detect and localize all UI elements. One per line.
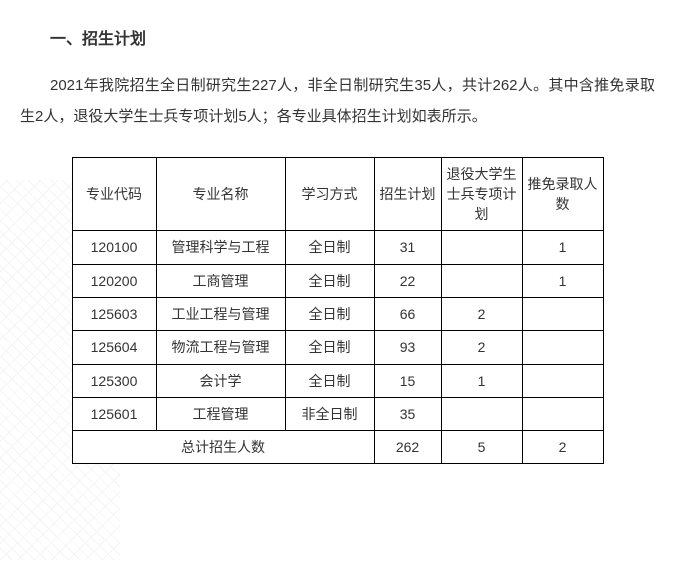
col-header-recommend: 推免录取人数 bbox=[522, 157, 603, 231]
document-content: 一、招生计划 2021年我院招生全日制研究生227人，非全日制研究生35人，共计… bbox=[0, 0, 675, 464]
cell-veteran: 2 bbox=[441, 331, 522, 364]
col-header-mode: 学习方式 bbox=[285, 157, 374, 231]
cell-name: 物流工程与管理 bbox=[156, 331, 285, 364]
cell-recommend bbox=[522, 297, 603, 330]
col-header-name: 专业名称 bbox=[156, 157, 285, 231]
total-veteran: 5 bbox=[441, 431, 522, 464]
cell-mode: 全日制 bbox=[285, 231, 374, 264]
cell-plan: 22 bbox=[374, 264, 441, 297]
cell-mode: 全日制 bbox=[285, 364, 374, 397]
cell-code: 120200 bbox=[72, 264, 156, 297]
cell-veteran bbox=[441, 231, 522, 264]
table-row: 120200 工商管理 全日制 22 1 bbox=[72, 264, 603, 297]
cell-plan: 93 bbox=[374, 331, 441, 364]
cell-mode: 全日制 bbox=[285, 331, 374, 364]
cell-recommend: 1 bbox=[522, 264, 603, 297]
cell-plan: 66 bbox=[374, 297, 441, 330]
cell-code: 125300 bbox=[72, 364, 156, 397]
cell-code: 125603 bbox=[72, 297, 156, 330]
cell-name: 会计学 bbox=[156, 364, 285, 397]
total-recommend: 2 bbox=[522, 431, 603, 464]
col-header-code: 专业代码 bbox=[72, 157, 156, 231]
cell-plan: 35 bbox=[374, 397, 441, 430]
cell-recommend: 1 bbox=[522, 231, 603, 264]
table-header-row: 专业代码 专业名称 学习方式 招生计划 退役大学生士兵专项计划 推免录取人数 bbox=[72, 157, 603, 231]
table-row: 120100 管理科学与工程 全日制 31 1 bbox=[72, 231, 603, 264]
cell-recommend bbox=[522, 364, 603, 397]
cell-plan: 31 bbox=[374, 231, 441, 264]
cell-veteran: 2 bbox=[441, 297, 522, 330]
cell-plan: 15 bbox=[374, 364, 441, 397]
col-header-veteran: 退役大学生士兵专项计划 bbox=[441, 157, 522, 231]
table-body: 120100 管理科学与工程 全日制 31 1 120200 工商管理 全日制 … bbox=[72, 231, 603, 464]
enrollment-table: 专业代码 专业名称 学习方式 招生计划 退役大学生士兵专项计划 推免录取人数 1… bbox=[72, 157, 604, 465]
cell-mode: 非全日制 bbox=[285, 397, 374, 430]
table-row: 125601 工程管理 非全日制 35 bbox=[72, 397, 603, 430]
section-heading: 一、招生计划 bbox=[50, 25, 655, 49]
total-plan: 262 bbox=[374, 431, 441, 464]
total-label: 总计招生人数 bbox=[72, 431, 374, 464]
cell-veteran bbox=[441, 397, 522, 430]
cell-mode: 全日制 bbox=[285, 264, 374, 297]
cell-code: 125604 bbox=[72, 331, 156, 364]
cell-code: 125601 bbox=[72, 397, 156, 430]
table-row: 125604 物流工程与管理 全日制 93 2 bbox=[72, 331, 603, 364]
table-row: 125300 会计学 全日制 15 1 bbox=[72, 364, 603, 397]
table-total-row: 总计招生人数 262 5 2 bbox=[72, 431, 603, 464]
cell-name: 工程管理 bbox=[156, 397, 285, 430]
cell-name: 管理科学与工程 bbox=[156, 231, 285, 264]
table-row: 125603 工业工程与管理 全日制 66 2 bbox=[72, 297, 603, 330]
cell-name: 工商管理 bbox=[156, 264, 285, 297]
intro-paragraph: 2021年我院招生全日制研究生227人，非全日制研究生35人，共计262人。其中… bbox=[20, 71, 655, 133]
cell-veteran: 1 bbox=[441, 364, 522, 397]
cell-veteran bbox=[441, 264, 522, 297]
col-header-plan: 招生计划 bbox=[374, 157, 441, 231]
cell-mode: 全日制 bbox=[285, 297, 374, 330]
cell-recommend bbox=[522, 331, 603, 364]
cell-name: 工业工程与管理 bbox=[156, 297, 285, 330]
cell-code: 120100 bbox=[72, 231, 156, 264]
cell-recommend bbox=[522, 397, 603, 430]
